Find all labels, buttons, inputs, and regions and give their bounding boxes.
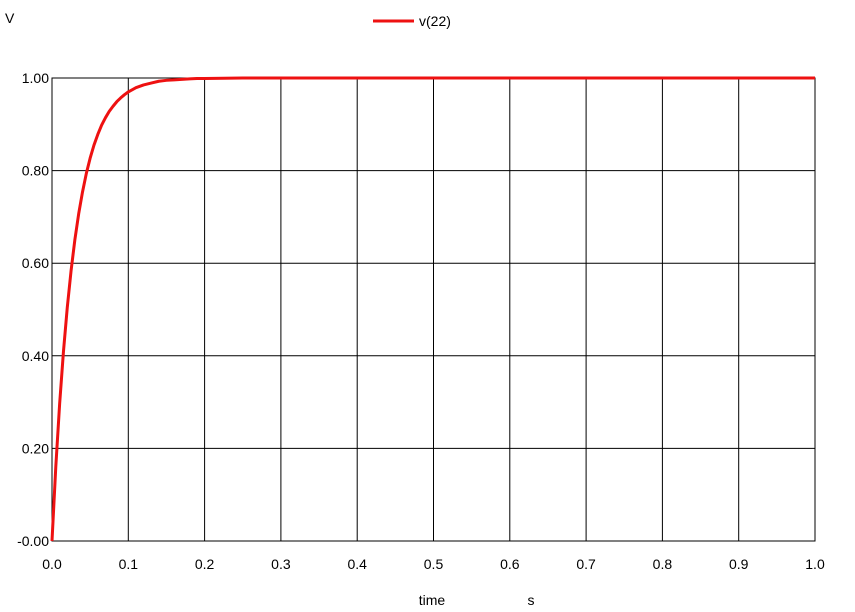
- x-tick-label: 0.3: [271, 556, 291, 572]
- grid: [51, 77, 816, 542]
- legend-label-v22: v(22): [419, 13, 451, 29]
- x-tick-label: 0.2: [195, 556, 215, 572]
- y-tick-label: 0.60: [22, 255, 49, 271]
- tick-labels: 0.0 0.1 0.2 0.3 0.4 0.5 0.6 0.7 0.8 0.9 1.0 -0.00 0.…: [17, 70, 825, 572]
- y-axis-label: V: [5, 10, 15, 26]
- y-tick-label: 0.80: [22, 163, 49, 179]
- x-tick-label: 1.0: [805, 556, 825, 572]
- x-tick-label: 0.1: [119, 556, 139, 572]
- x-tick-label: 0.8: [653, 556, 673, 572]
- x-tick-label: 0.6: [500, 556, 520, 572]
- x-tick-label: 0.4: [347, 556, 367, 572]
- x-axis-label: time: [419, 592, 446, 608]
- x-tick-label: 0.5: [424, 556, 444, 572]
- x-axis-unit: s: [528, 592, 535, 608]
- y-tick-label: 0.40: [22, 348, 49, 364]
- x-tick-label: 0.9: [729, 556, 749, 572]
- series-line-v22: [50, 76, 815, 542]
- x-tick-label: 0.0: [42, 556, 62, 572]
- legend: v(22): [373, 13, 451, 29]
- y-tick-label: 1.00: [22, 70, 49, 86]
- y-tick-label: -0.00: [17, 533, 49, 549]
- y-tick-label: 0.20: [22, 440, 49, 456]
- series-layer: [50, 76, 815, 542]
- x-tick-label: 0.7: [576, 556, 596, 572]
